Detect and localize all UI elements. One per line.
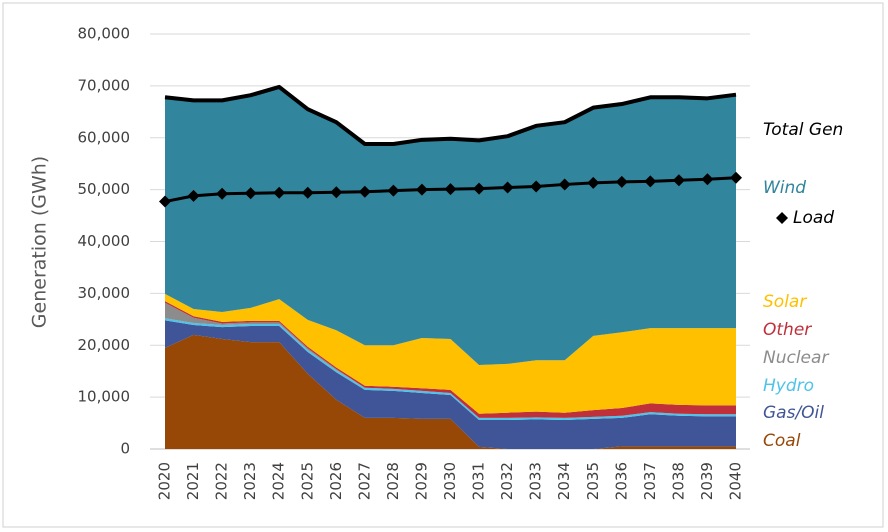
legend-label: Gas/Oil bbox=[763, 403, 824, 423]
y-tick-label: 30,000 bbox=[78, 284, 131, 302]
y-tick-label: 70,000 bbox=[78, 76, 131, 94]
marker bbox=[644, 175, 657, 188]
legend-marker bbox=[776, 212, 788, 224]
marker bbox=[501, 181, 514, 194]
area bbox=[165, 86, 736, 365]
legend-label: Wind bbox=[763, 178, 806, 198]
x-tick-label: 2026 bbox=[327, 462, 345, 500]
area bbox=[165, 320, 736, 449]
area bbox=[165, 301, 736, 418]
legend-label: Nuclear bbox=[763, 348, 829, 368]
marker bbox=[330, 186, 343, 199]
y-tick-label: 0 bbox=[120, 440, 130, 458]
marker bbox=[701, 173, 714, 186]
legend-label: Other bbox=[763, 320, 812, 340]
legend-label: Hydro bbox=[763, 376, 814, 396]
x-tick-label: 2022 bbox=[213, 462, 231, 500]
marker bbox=[672, 174, 685, 187]
x-tick-label: 2033 bbox=[527, 462, 545, 500]
x-tick-label: 2039 bbox=[698, 462, 716, 500]
x-tick-label: 2023 bbox=[241, 462, 259, 500]
legend-label: Coal bbox=[763, 431, 801, 451]
y-tick-label: 50,000 bbox=[78, 180, 131, 198]
x-tick-label: 2040 bbox=[727, 462, 745, 500]
y-tick-label: 20,000 bbox=[78, 336, 131, 354]
x-tick-label: 2024 bbox=[270, 462, 288, 500]
marker bbox=[273, 186, 286, 199]
y-tick-label: 40,000 bbox=[78, 232, 131, 250]
legend-label: Total Gen bbox=[763, 120, 843, 140]
x-tick-label: 2035 bbox=[584, 462, 602, 500]
marker bbox=[615, 175, 628, 188]
marker bbox=[730, 171, 742, 184]
marker bbox=[415, 183, 428, 196]
marker bbox=[444, 183, 457, 196]
line bbox=[164, 84, 737, 146]
area bbox=[165, 334, 736, 449]
x-tick-label: 2025 bbox=[298, 462, 316, 500]
legend-label: Solar bbox=[763, 292, 807, 312]
marker bbox=[530, 180, 543, 193]
marker bbox=[473, 182, 486, 195]
y-tick-label: 10,000 bbox=[78, 388, 131, 406]
marker bbox=[358, 185, 371, 198]
x-tick-label: 2020 bbox=[156, 462, 174, 500]
marker bbox=[159, 195, 171, 208]
marker bbox=[587, 176, 600, 189]
x-tick-label: 2029 bbox=[412, 462, 430, 500]
x-tick-label: 2032 bbox=[498, 462, 516, 500]
x-tick-label: 2037 bbox=[641, 462, 659, 500]
marker bbox=[187, 189, 200, 202]
x-tick-label: 2034 bbox=[555, 462, 573, 500]
y-tick-label: 80,000 bbox=[78, 25, 131, 43]
x-tick-label: 2021 bbox=[184, 462, 202, 500]
x-tick-label: 2027 bbox=[355, 462, 373, 500]
x-tick-label: 2028 bbox=[384, 462, 402, 500]
x-tick-label: 2031 bbox=[470, 462, 488, 500]
marker bbox=[387, 184, 400, 197]
marker bbox=[216, 187, 229, 200]
marker bbox=[301, 186, 314, 199]
area bbox=[165, 293, 736, 414]
marker bbox=[558, 178, 571, 191]
marker bbox=[244, 187, 257, 200]
legend-label: Load bbox=[793, 208, 834, 228]
x-tick-label: 2030 bbox=[441, 462, 459, 500]
x-tick-label: 2036 bbox=[612, 462, 630, 500]
x-tick-label: 2038 bbox=[669, 462, 687, 500]
y-axis-title: Generation (GWh) bbox=[29, 156, 51, 328]
y-tick-label: 60,000 bbox=[78, 128, 131, 146]
